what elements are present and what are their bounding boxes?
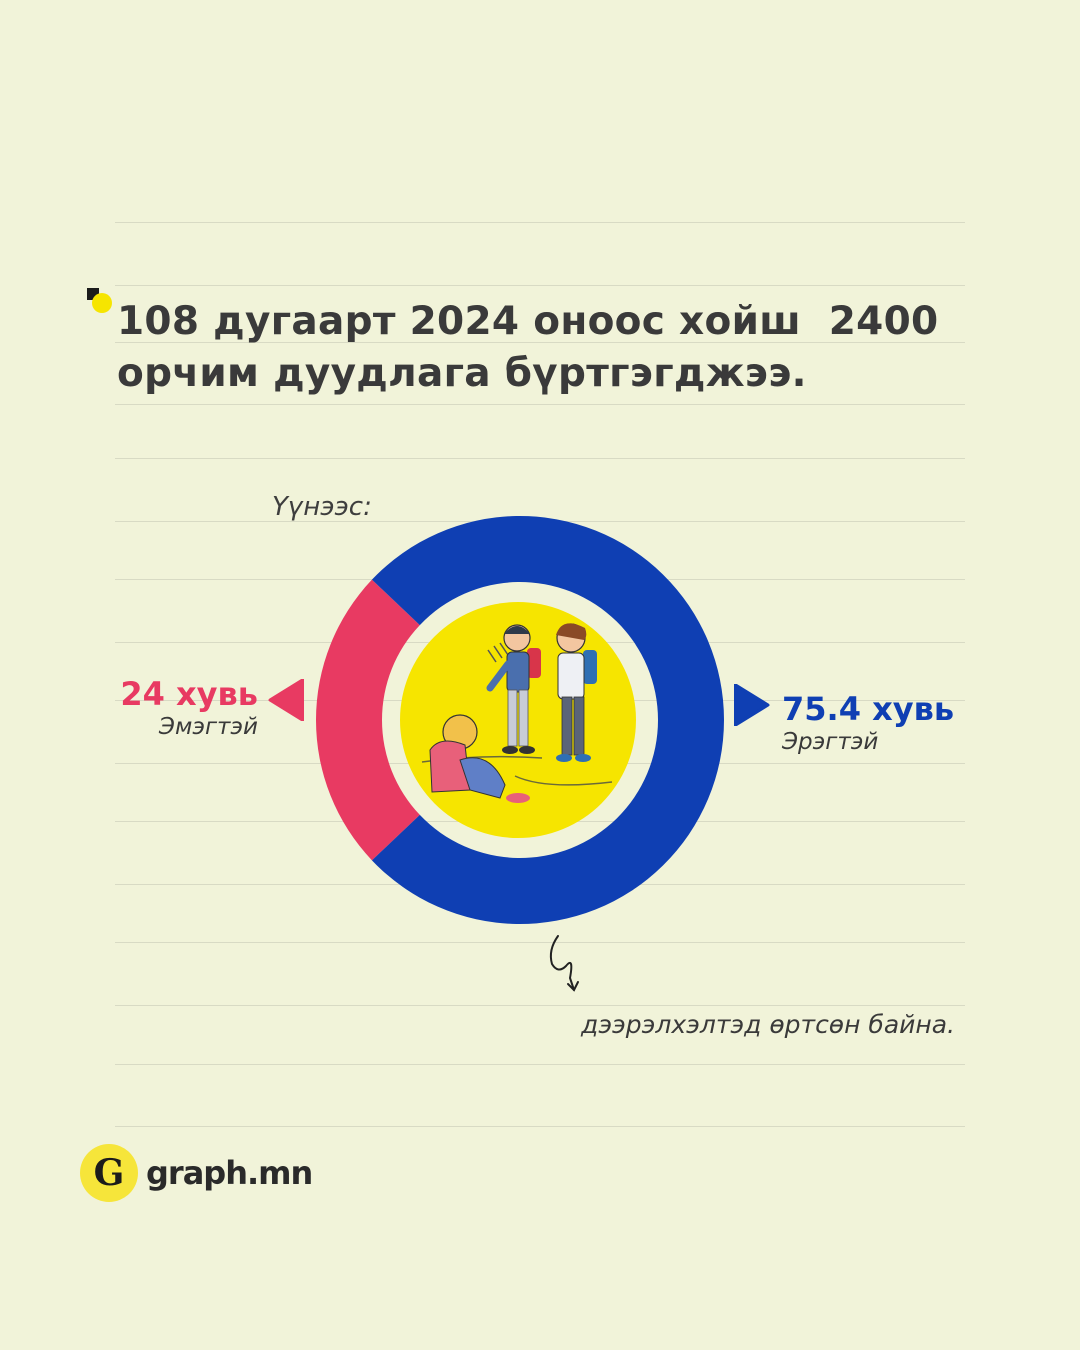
rule-line — [115, 458, 965, 459]
donut-slice-female — [316, 579, 420, 861]
rule-line — [115, 942, 965, 943]
ground-scribble — [514, 775, 613, 786]
rule-line — [115, 404, 965, 405]
rule-line — [115, 1064, 965, 1065]
illustration — [400, 602, 636, 838]
rule-line — [115, 285, 965, 286]
footnote-text: дээрэлхэлтэд өртсөн байна. — [581, 1010, 955, 1039]
headline: 108 дугаарт 2024 оноос хойш 2400 орчим д… — [117, 296, 977, 400]
headline-line-1: 108 дугаарт 2024 оноос хойш 2400 — [117, 299, 939, 344]
headline-line-2: орчим дуудлага бүртгэгджээ. — [117, 351, 807, 396]
boy-laughing — [556, 623, 597, 762]
squiggle-arrow-icon — [549, 935, 579, 992]
rule-line — [115, 1126, 965, 1127]
headline-bullet-icon — [87, 288, 113, 314]
donut-chart — [316, 516, 724, 924]
boy-pointing — [486, 624, 541, 754]
brand-name: graph.mn — [146, 1154, 313, 1192]
male-percent-label: 75.4 хувь — [782, 690, 955, 728]
female-percent-label: 24 хувь — [120, 675, 258, 713]
male-pointer-icon — [732, 682, 770, 730]
rule-line — [115, 342, 965, 343]
rule-line — [115, 1005, 965, 1006]
donut-slices — [316, 516, 724, 924]
female-pointer-icon — [268, 677, 306, 725]
girl-sitting — [429, 714, 530, 803]
intro-text: Үүнээс: — [272, 492, 372, 522]
male-category-label: Эрэгтэй — [782, 729, 879, 755]
donut-slice-male — [371, 516, 724, 924]
female-category-label: Эмэгтэй — [158, 714, 258, 740]
motion-lines-icon — [487, 642, 509, 663]
logo-g-icon: G — [80, 1144, 138, 1202]
rule-line — [115, 222, 965, 223]
